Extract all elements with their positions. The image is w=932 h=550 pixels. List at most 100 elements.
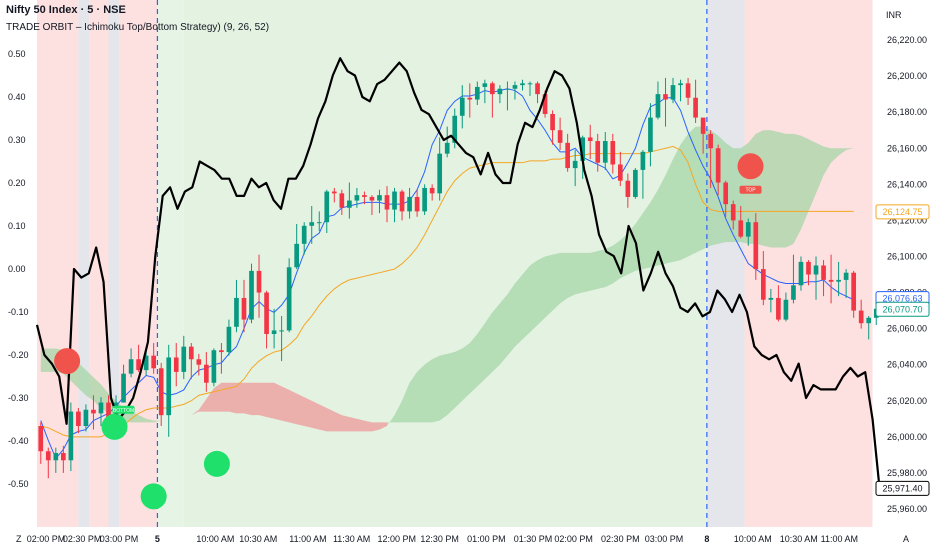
candle [196, 353, 202, 376]
right-tick-label: 26,060.00 [887, 324, 927, 334]
candle-body [813, 265, 819, 275]
candle-body [68, 411, 74, 461]
candle [761, 251, 766, 306]
right-tick-label: 26,000.00 [887, 432, 927, 442]
signal-tag-label: TOP [745, 188, 756, 194]
x-tick-label: 11:30 AM [333, 534, 370, 544]
signal-marker [101, 413, 128, 440]
left-tick-label: 0.40 [8, 92, 26, 102]
oscillator-line [35, 57, 882, 493]
candle [557, 117, 563, 151]
candle [693, 79, 698, 123]
candle-body [91, 409, 96, 414]
right-tick-label: 26,140.00 [887, 179, 927, 189]
candle [550, 110, 555, 145]
candle [843, 269, 849, 298]
candle-body [294, 243, 300, 268]
candle-body [354, 195, 360, 201]
candle [783, 292, 789, 322]
candle-body [474, 86, 480, 100]
candle-body [625, 180, 631, 197]
candle [497, 85, 503, 104]
candle-body [45, 451, 51, 461]
candle-body [188, 346, 194, 360]
left-tick-label: -0.50 [8, 479, 29, 489]
tenkan-line [40, 88, 854, 460]
cloud-segment-bullish [386, 126, 884, 426]
shade-band [157, 0, 184, 527]
candle-body [693, 97, 698, 118]
candle [753, 213, 759, 280]
candle-body [459, 97, 465, 116]
candle [648, 103, 653, 167]
candle [678, 79, 683, 102]
candle [38, 422, 44, 464]
signal-tag [112, 405, 135, 414]
candle [369, 195, 375, 215]
candle-body [437, 153, 443, 194]
candle-body [670, 85, 676, 100]
candle [173, 343, 179, 387]
candle [776, 285, 781, 322]
candle [377, 189, 382, 214]
candle [121, 364, 126, 403]
candle [520, 79, 525, 91]
candle [128, 348, 134, 378]
kijun-line [40, 145, 854, 438]
candle [505, 81, 510, 111]
candle [204, 352, 209, 392]
candle [655, 81, 661, 120]
candle-body [700, 117, 706, 134]
candle [490, 81, 495, 118]
candle-body [580, 137, 586, 161]
right-tick-label: 26,200.00 [887, 71, 927, 81]
candle [422, 184, 427, 215]
candle-body [798, 261, 804, 286]
candle [309, 205, 315, 244]
price-label-text: 26,070.70 [882, 304, 922, 314]
candle [685, 77, 691, 105]
candle [633, 168, 638, 199]
candle [316, 211, 322, 232]
candle [617, 151, 623, 187]
candle [851, 270, 856, 318]
signal-tag-label: BOTTOM [113, 408, 134, 414]
left-tick-label: -0.30 [8, 393, 29, 403]
candle [858, 299, 864, 329]
candle [188, 343, 194, 380]
candle-body [173, 357, 179, 372]
candle-body [490, 83, 495, 95]
session-break-lines [156, 0, 708, 527]
shade-band [78, 0, 90, 527]
candle [715, 144, 721, 196]
candle-body [663, 94, 668, 100]
candle-body [708, 133, 713, 149]
candle-body [38, 426, 44, 452]
z-icon[interactable]: Z [16, 534, 22, 544]
candle-body [851, 272, 856, 311]
candle-body [678, 83, 683, 86]
candle-body [204, 364, 209, 383]
left-axis: 0.50 0.40 0.30 0.20 0.10 0.00 -0.10 -0.20 -0.30 -… [8, 49, 29, 489]
candle [663, 77, 668, 127]
candle-body [181, 346, 187, 372]
price-label-box [875, 480, 930, 496]
price-label-box [875, 204, 930, 220]
shade-band [119, 0, 158, 527]
candle-body [761, 269, 766, 300]
candle-body [610, 141, 616, 165]
auto-scale-icon[interactable]: A [903, 534, 909, 544]
candle-body [151, 355, 156, 369]
candle [241, 279, 247, 333]
left-tick-label: 0.30 [8, 135, 26, 145]
candle [264, 290, 269, 349]
candle [836, 261, 841, 297]
candle-body [685, 83, 691, 98]
candle-body [339, 193, 345, 208]
price-label-box [875, 301, 930, 317]
candle [565, 133, 570, 172]
candle-body [143, 355, 149, 371]
candle [670, 77, 676, 104]
candle-body [324, 191, 330, 223]
